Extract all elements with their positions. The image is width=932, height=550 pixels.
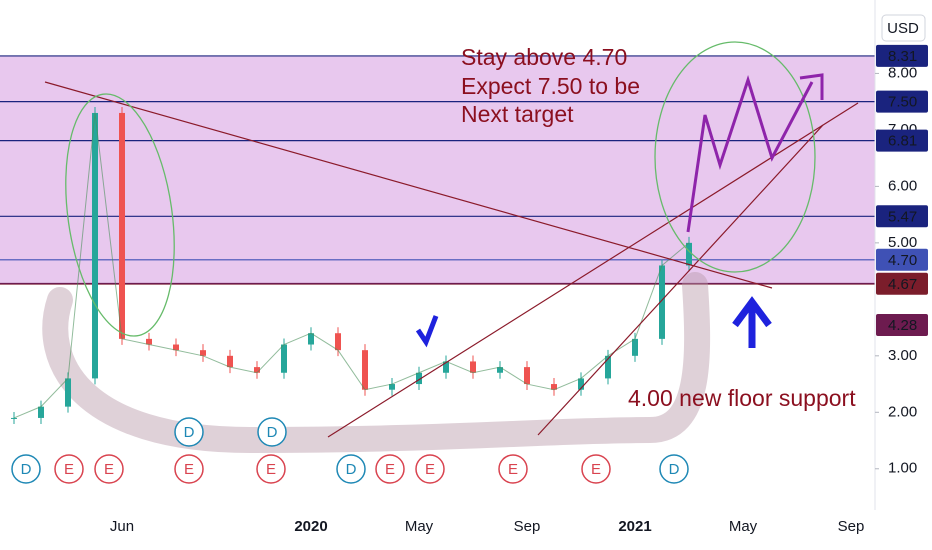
candle bbox=[38, 406, 44, 418]
event-marker bbox=[54, 454, 84, 484]
y-tick-label: 5.00 bbox=[888, 234, 917, 251]
currency[interactable]: USD bbox=[887, 20, 919, 37]
candle bbox=[443, 361, 449, 373]
level-label: 4.67 bbox=[888, 276, 917, 293]
candle bbox=[605, 355, 611, 379]
event-marker bbox=[375, 454, 405, 484]
x-tick-label: May bbox=[729, 518, 758, 535]
y-tick-label: 1.00 bbox=[888, 460, 917, 477]
annotation: Expect 7.50 to be bbox=[461, 73, 640, 99]
trendline bbox=[327, 102, 859, 438]
trendline bbox=[537, 124, 824, 436]
arrow bbox=[415, 315, 439, 348]
level-label-box bbox=[876, 90, 928, 113]
event-label: E bbox=[591, 461, 601, 478]
candle bbox=[173, 344, 179, 351]
level-label: 4.28 bbox=[888, 317, 917, 334]
candle bbox=[308, 333, 314, 345]
target-zone bbox=[0, 55, 875, 284]
event-label: D bbox=[21, 461, 32, 478]
candle bbox=[659, 265, 665, 339]
level-label-box bbox=[876, 44, 928, 67]
event-label: E bbox=[385, 461, 395, 478]
candle bbox=[497, 367, 503, 373]
y-tick-label: 2.00 bbox=[888, 403, 917, 420]
event-label: D bbox=[346, 461, 357, 478]
candle bbox=[551, 384, 557, 390]
candle bbox=[11, 417, 17, 419]
candle bbox=[470, 361, 476, 373]
y-tick-label: 6.00 bbox=[888, 177, 917, 194]
circle-marker bbox=[65, 93, 175, 337]
projection-arrow bbox=[799, 73, 824, 100]
candle bbox=[335, 333, 341, 351]
annotation: 4.00 new floor support bbox=[628, 385, 856, 411]
annotation: Stay above 4.70 bbox=[461, 44, 627, 70]
x-tick-label: May bbox=[405, 518, 434, 535]
candle bbox=[281, 344, 287, 373]
candle bbox=[254, 367, 260, 373]
level-label-box bbox=[876, 314, 928, 336]
x-tick-label: Jun bbox=[110, 518, 134, 535]
event-marker bbox=[498, 454, 528, 484]
y-tick-label: 8.00 bbox=[888, 64, 917, 81]
currency-button[interactable] bbox=[881, 14, 926, 42]
candle bbox=[92, 112, 98, 379]
event-label: E bbox=[266, 461, 276, 478]
event-label: E bbox=[425, 461, 435, 478]
x-tick-label: Sep bbox=[514, 518, 541, 535]
trendline bbox=[44, 81, 773, 289]
level-label: 6.81 bbox=[888, 133, 917, 150]
candle bbox=[524, 367, 530, 385]
candle bbox=[362, 350, 368, 390]
event-label: E bbox=[104, 461, 114, 478]
candle bbox=[389, 384, 395, 390]
event-label: E bbox=[508, 461, 518, 478]
candle bbox=[227, 355, 233, 368]
level-label-box bbox=[876, 272, 928, 295]
event-label: D bbox=[184, 424, 195, 441]
candle bbox=[200, 350, 206, 356]
circle-marker bbox=[654, 41, 816, 273]
event-label: D bbox=[669, 461, 680, 478]
arrow bbox=[732, 296, 772, 348]
candle bbox=[65, 378, 71, 407]
candle bbox=[686, 242, 692, 266]
candle bbox=[146, 338, 152, 345]
event-label: D bbox=[267, 424, 278, 441]
x-tick-label: 2021 bbox=[618, 518, 651, 535]
x-tick-label: Sep bbox=[838, 518, 865, 535]
level-label: 7.50 bbox=[888, 94, 917, 111]
event-marker bbox=[174, 454, 204, 484]
level-label: 8.31 bbox=[888, 48, 917, 65]
event-marker bbox=[415, 454, 445, 484]
event-marker bbox=[336, 454, 366, 484]
u-shape bbox=[42, 272, 711, 454]
candle bbox=[416, 372, 422, 385]
event-marker bbox=[256, 454, 286, 484]
level-label-box bbox=[876, 248, 928, 271]
level-label: 4.70 bbox=[888, 252, 917, 269]
projection bbox=[686, 75, 814, 233]
price-line bbox=[13, 112, 690, 419]
event-label: E bbox=[184, 461, 194, 478]
level-label: 5.47 bbox=[888, 208, 917, 225]
event-marker bbox=[94, 454, 124, 484]
candle bbox=[119, 112, 125, 339]
y-tick-label: 3.00 bbox=[888, 347, 917, 364]
event-marker bbox=[659, 454, 689, 484]
level-label-box bbox=[876, 129, 928, 152]
candle bbox=[578, 378, 584, 390]
event-marker bbox=[11, 454, 41, 484]
event-label: E bbox=[64, 461, 74, 478]
event-marker bbox=[257, 417, 287, 447]
candle bbox=[632, 338, 638, 356]
annotation: Next target bbox=[461, 101, 574, 127]
x-tick-label: 2020 bbox=[294, 518, 327, 535]
event-marker bbox=[581, 454, 611, 484]
level-label-box bbox=[876, 205, 928, 228]
event-marker bbox=[174, 417, 204, 447]
